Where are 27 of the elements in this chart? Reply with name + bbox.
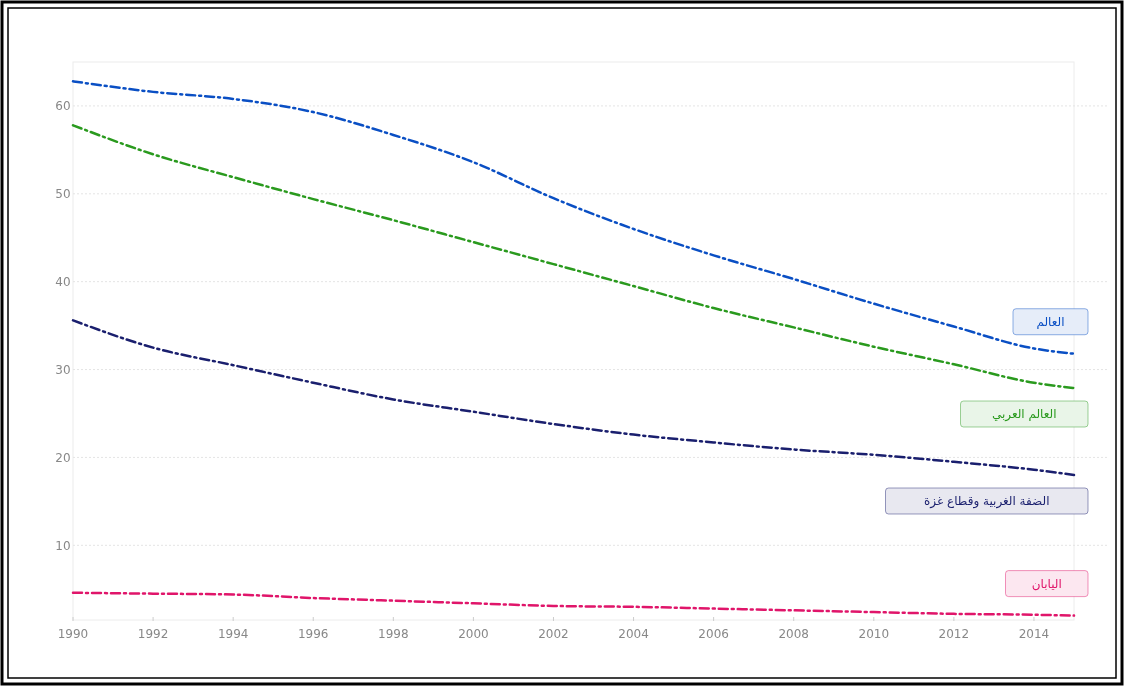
line-series xyxy=(71,319,1076,477)
y-tick-label: 10 xyxy=(55,538,71,553)
x-tick-label: 2010 xyxy=(858,627,890,641)
x-tick-label: 1992 xyxy=(137,627,169,641)
y-tick-label: 40 xyxy=(55,274,71,289)
x-tick-label: 2014 xyxy=(1018,627,1050,641)
x-tick-label: 2002 xyxy=(538,627,569,641)
series-label: العالم العربي xyxy=(991,407,1057,423)
line-series xyxy=(71,80,1076,355)
y-tick-label: 30 xyxy=(55,362,71,377)
x-tick-label: 1990 xyxy=(57,627,89,641)
y-tick-label: 20 xyxy=(55,450,71,465)
series-label: اليابان xyxy=(1031,576,1062,591)
line-series xyxy=(71,591,1076,617)
x-tick-label: 2012 xyxy=(938,627,970,641)
x-tick-label: 2008 xyxy=(778,627,809,641)
x-tick-label: 1996 xyxy=(297,627,329,641)
series-label: الضفة الغربية وقطاع غزة xyxy=(923,494,1050,510)
y-tick-label: 50 xyxy=(55,187,71,202)
x-tick-label: 1994 xyxy=(217,627,249,641)
series-label: العالم xyxy=(1036,314,1065,329)
line-series xyxy=(71,124,1076,390)
x-tick-label: 2006 xyxy=(698,627,729,641)
x-tick-label: 2004 xyxy=(618,627,649,641)
y-tick-label: 60 xyxy=(55,99,71,114)
x-tick-label: 2000 xyxy=(458,627,489,641)
x-tick-label: 1998 xyxy=(378,627,409,641)
